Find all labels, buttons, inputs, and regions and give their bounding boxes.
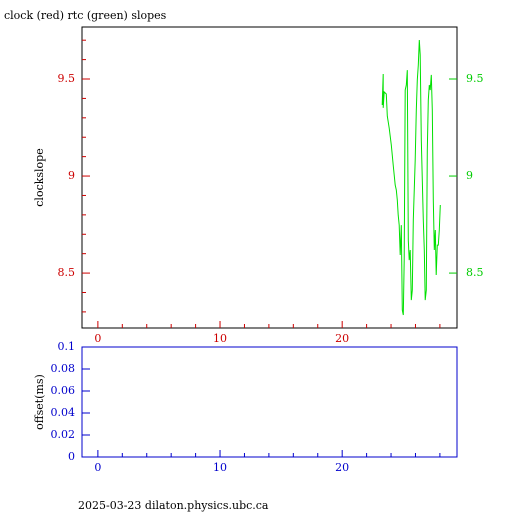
y-tick-label: 0 [68,450,75,463]
x-tick-label: 20 [335,332,349,345]
y-tick-label: 9.5 [58,72,76,85]
y-tick-label: 0.08 [51,362,76,375]
y-tick-label: 0.04 [51,406,76,419]
chart-title: clock (red) rtc (green) slopes [4,9,167,22]
data-line [381,39,441,316]
x-tick-label: 20 [335,461,349,474]
y-tick-label: 9 [68,169,75,182]
x-tick-label: 0 [94,461,101,474]
x-tick-label: 0 [94,332,101,345]
plot-frame [81,26,458,329]
y-axis-label: clockslope [33,148,46,206]
x-tick-label: 10 [213,332,227,345]
plot-frame [81,346,458,458]
y-tick-label: 8.5 [58,266,76,279]
y2-tick-label: 9.5 [466,72,484,85]
y-axis-label: offset(ms) [33,374,46,430]
y-tick-label: 0.06 [51,384,76,397]
footer: 2025-03-23 dilaton.physics.ubc.ca [78,499,269,512]
y2-tick-label: 9 [466,169,473,182]
y-tick-label: 0.02 [51,428,76,441]
y2-tick-label: 8.5 [466,266,484,279]
y-tick-label: 0.1 [58,340,76,353]
x-tick-label: 10 [213,461,227,474]
